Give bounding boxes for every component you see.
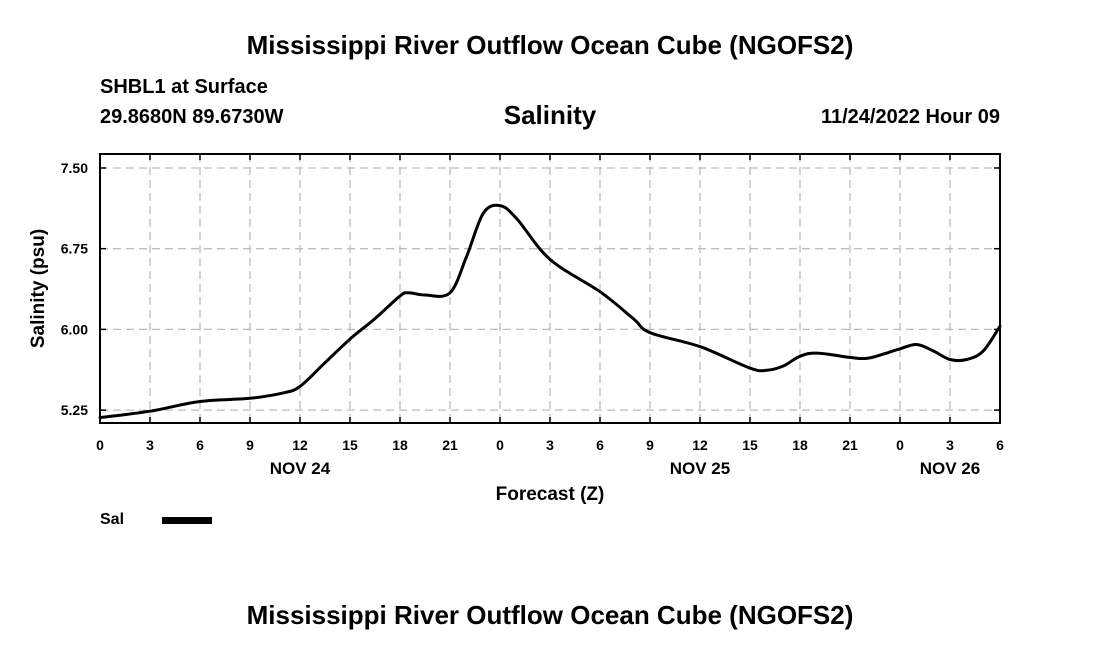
x-tick-label: 15	[742, 437, 758, 453]
x-tick-label: 6	[196, 437, 204, 453]
y-tick-label: 6.75	[61, 241, 88, 257]
x-tick-label: 9	[246, 437, 254, 453]
date-label: NOV 24	[270, 459, 331, 478]
x-tick-label: 18	[792, 437, 808, 453]
x-tick-label: 0	[496, 437, 504, 453]
x-axis-label: Forecast (Z)	[496, 484, 605, 505]
date-label: NOV 26	[920, 459, 980, 478]
x-tick-label: 12	[692, 437, 708, 453]
x-tick-label: 15	[342, 437, 358, 453]
x-tick-label: 6	[996, 437, 1004, 453]
x-tick-label: 9	[646, 437, 654, 453]
chart-title: Salinity	[503, 100, 597, 130]
y-tick-label: 7.50	[61, 160, 88, 176]
footer-title: Mississippi River Outflow Ocean Cube (NG…	[246, 600, 854, 630]
station-label: SHBL1 at Surface	[100, 76, 268, 98]
y-tick-label: 6.00	[61, 321, 88, 337]
x-tick-label: 12	[292, 437, 308, 453]
chart-main-title: Mississippi River Outflow Ocean Cube (NG…	[246, 30, 854, 60]
y-tick-label: 5.25	[61, 402, 88, 418]
legend-label: Sal	[100, 511, 125, 528]
x-tick-label: 3	[946, 437, 954, 453]
x-tick-label: 3	[546, 437, 554, 453]
axis-ticks: 0 3 6 9 12 15 18 21 0 3 6 9 12 15 18 21 0 3 6 5.25 6.00 6.75 7…	[61, 154, 1004, 478]
x-tick-label: 21	[842, 437, 858, 453]
x-tick-label: 21	[442, 437, 458, 453]
x-tick-label: 0	[896, 437, 904, 453]
x-tick-label: 3	[146, 437, 154, 453]
grid-lines	[100, 154, 1000, 423]
x-tick-label: 18	[392, 437, 408, 453]
legend-swatch	[162, 517, 212, 524]
y-axis-label: Salinity (psu)	[28, 229, 49, 348]
x-tick-label: 6	[596, 437, 604, 453]
station-coordinates: 29.8680N 89.6730W	[100, 106, 284, 128]
forecast-datetime: 11/24/2022 Hour 09	[820, 106, 1000, 128]
date-label: NOV 25	[670, 459, 730, 478]
x-tick-label: 0	[96, 437, 104, 453]
series-line-sal	[98, 203, 1002, 420]
